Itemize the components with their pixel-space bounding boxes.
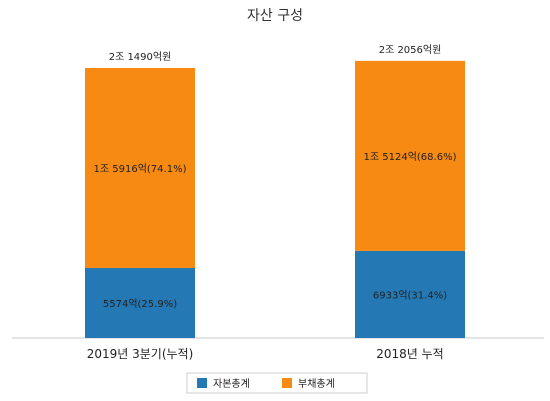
segment-label-liabilities-1: 1조 5916억(74.1%) [94, 163, 187, 175]
legend-label-equity: 자본총계 [213, 378, 250, 390]
segment-label-equity-1: 5574억(25.9%) [103, 298, 177, 310]
legend-label-liabilities: 부채총계 [298, 378, 335, 390]
bar-segment-liabilities-1 [85, 68, 195, 268]
bars-group: 5574억(25.9%) 1조 5916억(74.1%) 2조 1490억원 2019… [85, 44, 465, 361]
bar-segment-liabilities-2 [355, 60, 465, 251]
legend-box [186, 372, 368, 394]
bar-segment-equity-2 [355, 250, 465, 338]
total-label-2: 2조 2056억원 [379, 44, 442, 56]
legend-swatch-liabilities [282, 378, 292, 388]
bar-segment-equity-1 [85, 267, 195, 338]
legend: 자본총계 부채총계 [186, 372, 368, 394]
chart-title: 자산 구성 [247, 8, 303, 24]
category-label-2: 2018년 누적 [376, 347, 443, 361]
category-label-1: 2019년 3분기(누적) [87, 347, 194, 361]
segment-label-equity-2: 6933억(31.4%) [373, 289, 447, 301]
total-label-1: 2조 1490억원 [109, 51, 172, 63]
legend-swatch-equity [197, 378, 207, 388]
segment-label-liabilities-2: 1조 5124억(68.6%) [364, 151, 457, 163]
